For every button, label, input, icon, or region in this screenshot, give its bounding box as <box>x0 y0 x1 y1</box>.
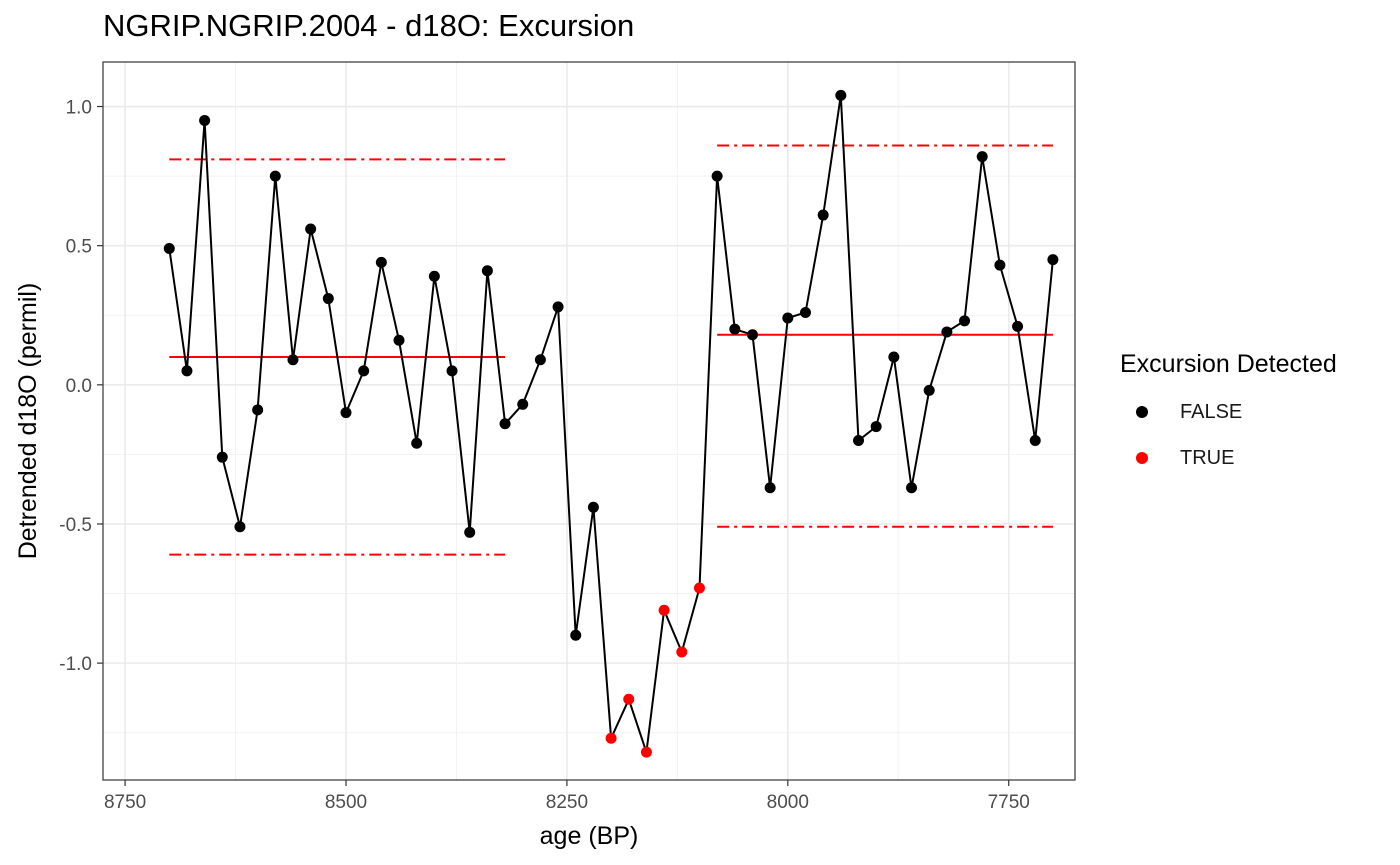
data-point <box>499 418 511 430</box>
data-point <box>941 326 953 338</box>
data-point <box>906 482 918 494</box>
data-point <box>199 114 211 126</box>
data-point <box>464 526 476 538</box>
data-point <box>481 265 493 277</box>
y-tick-label: 0.0 <box>66 376 92 397</box>
legend-title: Excursion Detected <box>1120 350 1337 378</box>
data-point <box>375 256 387 268</box>
y-axis-title: Detrended d18O (permil) <box>14 283 42 560</box>
x-tick-label: 7750 <box>988 792 1030 813</box>
series-polyline <box>168 95 1054 753</box>
data-point <box>746 329 758 341</box>
data-point <box>782 312 794 324</box>
legend-label-true: TRUE <box>1180 446 1235 469</box>
y-tick-label: 1.0 <box>66 98 92 119</box>
data-point <box>216 451 228 463</box>
y-tick-label: 0.5 <box>66 237 92 258</box>
data-point <box>393 334 405 346</box>
data-points <box>163 89 1059 758</box>
data-point-excursion <box>693 582 705 594</box>
data-point <box>711 170 723 182</box>
data-point <box>428 270 440 282</box>
data-point <box>534 354 546 366</box>
data-point <box>446 365 458 377</box>
legend-key-false <box>1136 406 1148 418</box>
data-point <box>340 407 352 419</box>
data-point-excursion <box>623 693 635 705</box>
data-point <box>322 293 334 305</box>
series-line <box>168 95 1054 753</box>
data-point <box>799 306 811 318</box>
data-point <box>358 365 370 377</box>
data-point-excursion <box>658 604 670 616</box>
data-point-excursion <box>676 646 688 658</box>
data-point <box>764 482 776 494</box>
x-tick-label: 8750 <box>104 792 146 813</box>
data-point <box>411 437 423 449</box>
data-point <box>853 434 865 446</box>
legend-label-false: FALSE <box>1180 400 1243 423</box>
data-point <box>1029 434 1041 446</box>
x-tick-label: 8250 <box>546 792 588 813</box>
panel-border <box>102 61 1076 781</box>
data-point <box>976 151 988 163</box>
y-tick-label: -0.5 <box>59 515 92 536</box>
data-point <box>552 301 564 313</box>
data-point <box>1047 254 1059 266</box>
data-point <box>835 89 847 101</box>
data-point <box>959 315 971 327</box>
y-tick-label: -1.0 <box>59 654 92 675</box>
data-point <box>287 354 299 366</box>
data-point <box>234 521 246 533</box>
axis-ticks: 8750 8500 8250 8000 7750 1.0 0.5 0.0 -0.5 -1.0 <box>59 98 1030 813</box>
data-point-excursion <box>605 732 617 744</box>
data-point <box>729 323 741 335</box>
data-point <box>163 242 175 254</box>
data-point-excursion <box>640 746 652 758</box>
x-axis-title: age (BP) <box>540 822 639 850</box>
data-point <box>305 223 317 235</box>
legend-item-true: TRUE <box>1120 435 1337 481</box>
data-point <box>923 384 935 396</box>
data-point <box>994 259 1006 271</box>
legend-item-false: FALSE <box>1120 389 1337 435</box>
data-point <box>870 421 882 433</box>
legend-key-true <box>1136 452 1148 464</box>
data-point <box>817 209 829 221</box>
data-point <box>269 170 281 182</box>
x-tick-label: 8000 <box>767 792 809 813</box>
x-tick-label: 8500 <box>325 792 367 813</box>
grid-lines <box>103 62 1075 780</box>
data-point <box>181 365 193 377</box>
chart-title: NGRIP.NGRIP.2004 - d18O: Excursion <box>103 8 635 43</box>
legend: Excursion Detected FALSE TRUE <box>1120 350 1337 481</box>
data-point <box>888 351 900 363</box>
data-point <box>517 398 529 410</box>
data-point <box>587 501 599 513</box>
data-point <box>252 404 264 416</box>
reference-lines <box>169 144 1053 556</box>
data-point <box>570 629 582 641</box>
data-point <box>1012 320 1024 332</box>
